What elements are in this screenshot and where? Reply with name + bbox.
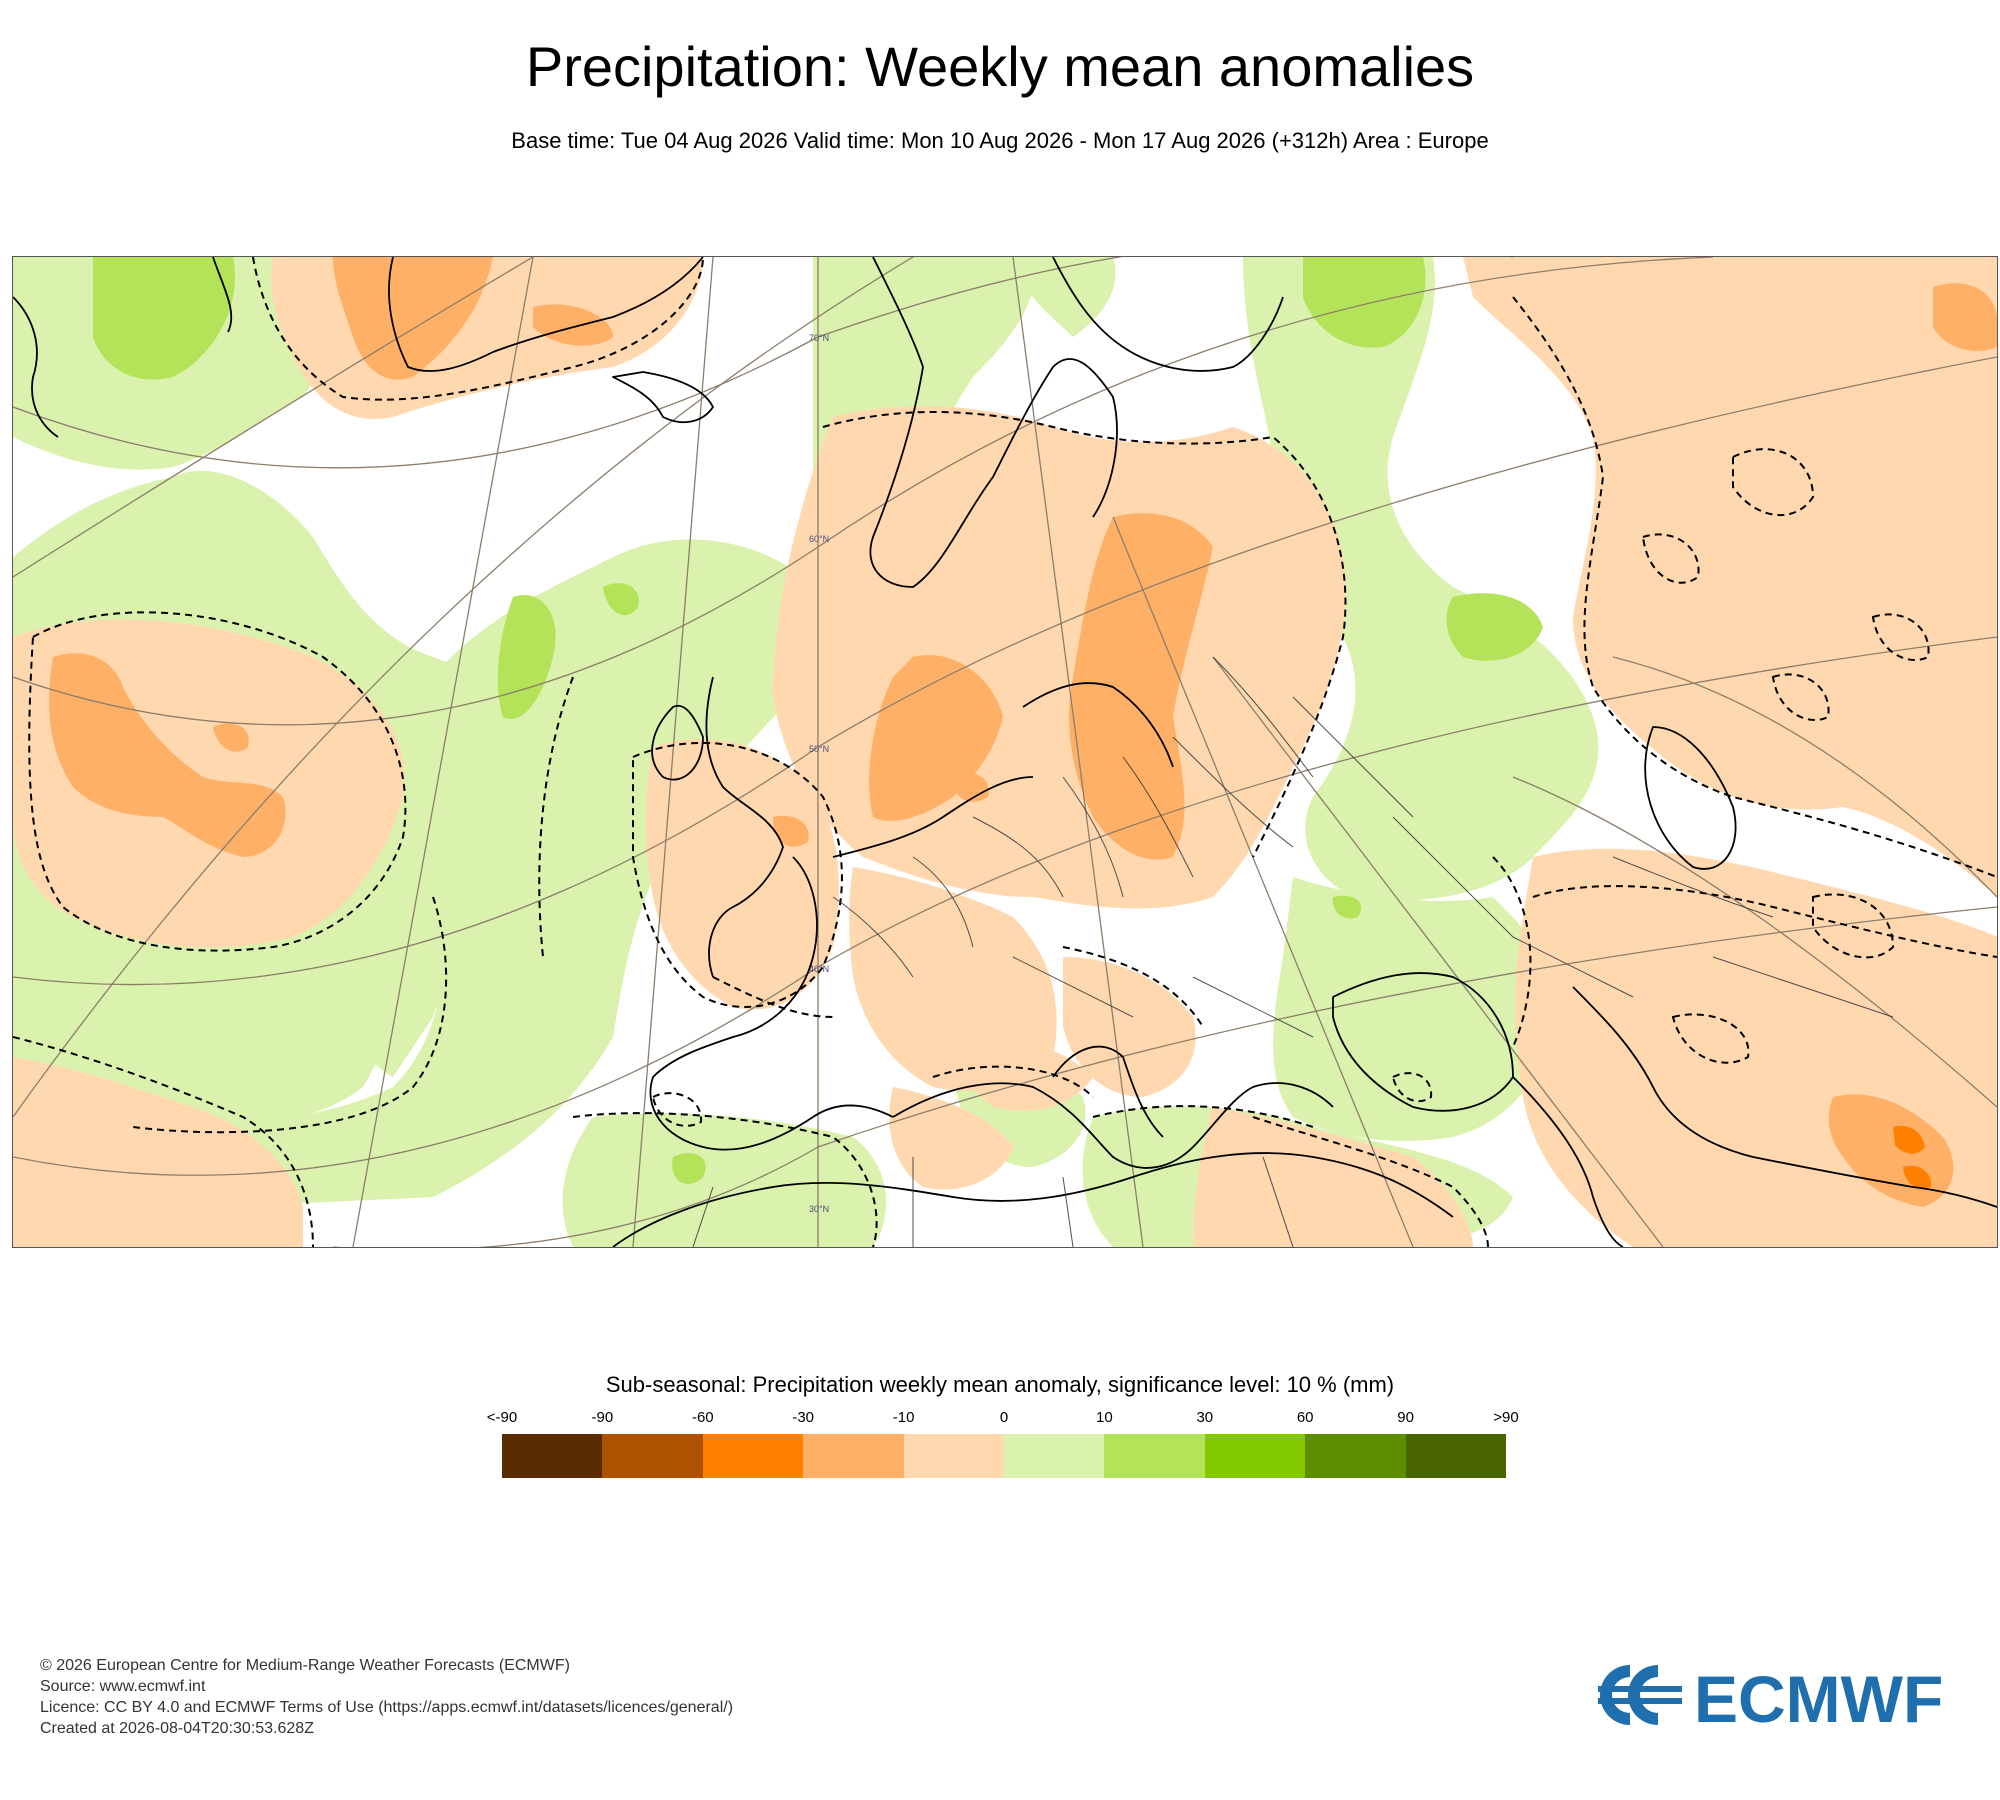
legend-swatch-4	[903, 1434, 1005, 1478]
legend-label: 90	[1397, 1409, 1414, 1426]
footer-created-at: Created at 2026-08-04T20:30:53.628Z	[40, 1720, 314, 1737]
coast-iberia	[649, 856, 894, 1151]
lat-label-60: 60°N	[809, 534, 829, 544]
lat-label-70: 70°N	[809, 333, 829, 343]
coast-scandinavia	[869, 257, 1118, 588]
legend-label: 60	[1296, 1409, 1314, 1426]
legend-swatch-3	[803, 1434, 904, 1478]
legend-tick-labels: <-90 -90 -60 -30 -10 0 10 30 60 90 >90	[487, 1409, 1519, 1429]
coast-baltic	[1022, 682, 1174, 768]
legend-label: -30	[792, 1409, 815, 1426]
coast-greenland	[388, 257, 704, 372]
coast-caspian-south	[1572, 986, 1997, 1208]
legend-label: -60	[691, 1409, 714, 1426]
ecmwf-logo-icon	[1598, 1665, 1682, 1725]
lat-label-40: 40°N	[809, 964, 829, 974]
footer-copyright: © 2026 European Centre for Medium-Range …	[40, 1657, 570, 1674]
legend-swatch-9	[1405, 1434, 1507, 1478]
legend-label: 10	[1096, 1409, 1113, 1426]
legend-label: 0	[999, 1409, 1009, 1426]
legend-label: -10	[892, 1409, 915, 1426]
chart-title: Precipitation: Weekly mean anomalies	[525, 35, 1475, 98]
coast-caspian	[1644, 726, 1737, 870]
legend-title: Sub-seasonal: Precipitation weekly mean …	[605, 1372, 1395, 1397]
ecmwf-logo-text: ECMWF	[1694, 1662, 1943, 1730]
legend-swatch-2	[702, 1434, 804, 1478]
lat-label-30: 30°N	[809, 1204, 829, 1214]
coast-mediterranean-north	[892, 1082, 1194, 1169]
coast-italy	[1052, 1045, 1164, 1138]
legend-label: <-90	[486, 1409, 518, 1426]
latitude-labels: 70°N 60°N 50°N 40°N 30°N	[809, 333, 829, 1214]
legend-swatch-8	[1305, 1434, 1406, 1478]
footer-licence: Licence: CC BY 4.0 and ECMWF Terms of Us…	[40, 1699, 734, 1716]
chart-subtitle: Base time: Tue 04 Aug 2026 Valid time: M…	[511, 128, 1489, 153]
anomaly-fill-strong-orange	[1893, 1125, 1932, 1189]
footer-source: Source: www.ecmwf.int	[40, 1678, 206, 1695]
map-canvas: 70°N 60°N 50°N 40°N 30°N	[13, 257, 1997, 1247]
lat-label-50: 50°N	[809, 744, 829, 754]
coast-ireland	[651, 704, 704, 781]
ecmwf-logo: ECMWF	[1598, 1662, 1943, 1730]
legend-color-bar	[502, 1434, 1507, 1478]
coastlines	[13, 257, 1997, 1247]
map-graticule	[13, 257, 1997, 1247]
significance-contours	[13, 257, 1997, 1247]
legend-label: 30	[1196, 1409, 1214, 1426]
coast-north-france	[832, 776, 1034, 858]
country-borders	[692, 656, 1894, 1247]
coast-iceland	[612, 371, 714, 424]
legend-label: >90	[1493, 1409, 1519, 1426]
anomaly-map: 70°N 60°N 50°N 40°N 30°N	[12, 256, 1998, 1248]
legend-swatch-6	[1104, 1434, 1205, 1478]
coast-britain	[705, 676, 784, 978]
legend-swatch-5	[1004, 1434, 1105, 1478]
legend-swatch-0	[502, 1434, 603, 1478]
legend-swatch-1	[602, 1434, 703, 1478]
legend-label: -90	[591, 1409, 614, 1426]
footer-credits: © 2026 European Centre for Medium-Range …	[40, 1655, 733, 1739]
legend-swatch-7	[1204, 1434, 1306, 1478]
coast-north-africa	[612, 1152, 1454, 1247]
